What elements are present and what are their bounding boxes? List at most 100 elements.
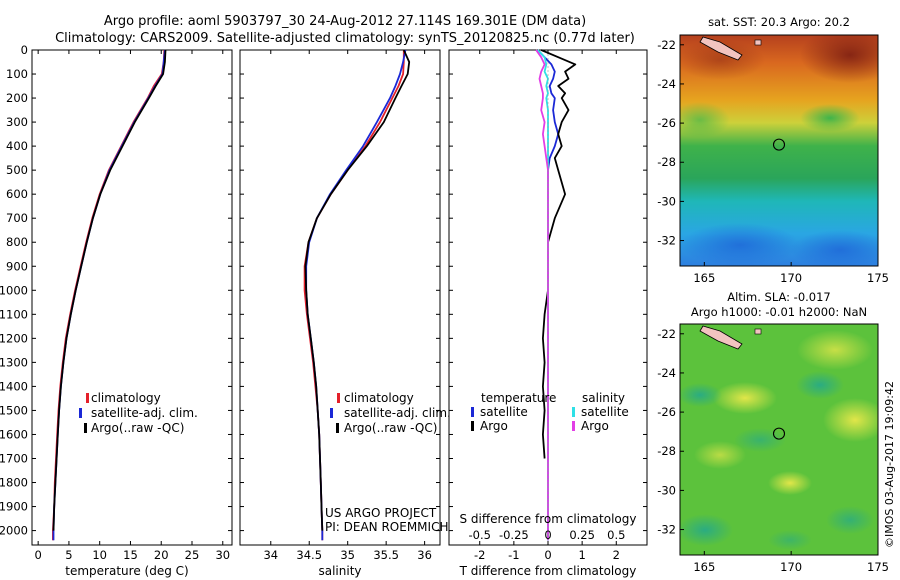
s-diff-tick-label: -0.25 bbox=[499, 528, 529, 542]
x-tick-label: 35 bbox=[340, 548, 355, 562]
legend-title-temperature: temperature bbox=[481, 391, 556, 405]
lat-tick-label: -22 bbox=[657, 327, 676, 341]
depth-tick-label: 1400 bbox=[0, 379, 28, 393]
x-tick-label: 20 bbox=[154, 548, 169, 562]
depth-tick-label: 900 bbox=[6, 259, 28, 273]
series-line-argo-raw-qc bbox=[52, 49, 167, 531]
legend-title-salinity: salinity bbox=[582, 391, 625, 405]
depth-tick-label: 400 bbox=[6, 139, 28, 153]
legend-label-temp-argo: Argo bbox=[480, 419, 508, 433]
x-tick-label: 35.5 bbox=[373, 548, 399, 562]
temperature-legend: climatology satellite-adj. clim. Argo(..… bbox=[79, 391, 198, 435]
sla-map-panel: Altim. SLA: -0.017 Argo h1000: -0.01 h20… bbox=[657, 290, 889, 574]
depth-tick-label: 300 bbox=[6, 115, 28, 129]
legend-label-temp-satellite: satellite bbox=[480, 405, 528, 419]
depth-tick-label: 1100 bbox=[0, 307, 28, 321]
legend-label-climatology: climatology bbox=[91, 391, 161, 405]
lon-tick-label: 165 bbox=[693, 560, 715, 574]
x-tick-label: 10 bbox=[92, 548, 107, 562]
lat-tick-label: -32 bbox=[657, 523, 676, 537]
lat-tick-label: -30 bbox=[657, 194, 676, 208]
legend-swatch-satellite bbox=[330, 408, 333, 418]
salinity-panel: 34 34.5 35 35.5 36 salinity climatology sate… bbox=[239, 49, 451, 578]
depth-tick-label: 700 bbox=[6, 211, 28, 225]
x-tick-label: 25 bbox=[185, 548, 200, 562]
s-diff-tick-label: -0.5 bbox=[468, 528, 490, 542]
lon-tick-label: 175 bbox=[867, 560, 889, 574]
legend-swatch-argo bbox=[84, 423, 87, 433]
legend-label-satellite: satellite-adj. clim. bbox=[344, 406, 451, 420]
temperature-axis-label: temperature (deg C) bbox=[65, 564, 188, 578]
sla-map-frame bbox=[679, 323, 879, 556]
difference-series bbox=[535, 49, 577, 545]
legend-label-sal-satellite: satellite bbox=[581, 405, 629, 419]
salinity-series bbox=[303, 49, 411, 541]
sst-map-axes: 165 170 175 -22 -24 -26 -28 -30 -32 bbox=[657, 38, 889, 285]
x-tick-label: 2 bbox=[613, 548, 620, 562]
legend-swatch-sal-satellite bbox=[572, 407, 575, 417]
sst-map-float-location-marker bbox=[772, 138, 786, 151]
depth-tick-label: 800 bbox=[6, 235, 28, 249]
x-tick-label: 34 bbox=[263, 548, 278, 562]
sst-map-title: sat. SST: 20.3 Argo: 20.2 bbox=[708, 15, 850, 29]
legend-swatch-temp-argo bbox=[471, 421, 474, 431]
depth-tick-label: 1600 bbox=[0, 427, 28, 441]
x-tick-label: 0 bbox=[34, 548, 41, 562]
s-diff-tick-label: 0 bbox=[544, 528, 551, 542]
salinity-axis-label: salinity bbox=[318, 564, 361, 578]
depth-tick-label: 1300 bbox=[0, 355, 28, 369]
legend-label-argo: Argo(..raw -QC) bbox=[344, 421, 437, 435]
temperature-axes: 0100200300400500600700800900100011001200… bbox=[0, 43, 232, 562]
depth-tick-label: 200 bbox=[6, 91, 28, 105]
x-tick-label: 1 bbox=[578, 548, 585, 562]
new-caledonia-landmass bbox=[699, 325, 743, 350]
salinity-axes: 34 34.5 35 35.5 36 bbox=[240, 49, 440, 562]
lat-tick-label: -32 bbox=[657, 234, 676, 248]
difference-axes: -2 -1 0 1 2 -0.5 -0.25 0 0.25 0.5 bbox=[449, 49, 647, 562]
legend-label-climatology: climatology bbox=[344, 391, 414, 405]
depth-tick-label: 1700 bbox=[0, 451, 28, 465]
legend-label-satellite: satellite-adj. clim. bbox=[91, 406, 198, 420]
sla-map-title: Altim. SLA: -0.017 bbox=[727, 290, 831, 304]
lon-tick-label: 170 bbox=[780, 271, 802, 285]
x-tick-label: -1 bbox=[508, 548, 519, 562]
sla-map-float-location-marker bbox=[772, 427, 786, 440]
depth-tick-label: 100 bbox=[6, 67, 28, 81]
difference-panel: -2 -1 0 1 2 -0.5 -0.25 0 0.25 0.5 S difference fr… bbox=[448, 49, 648, 578]
lat-tick-label: -26 bbox=[657, 405, 676, 419]
x-tick-label: 34.5 bbox=[296, 548, 322, 562]
x-tick-label: 36 bbox=[417, 548, 432, 562]
legend-swatch-climatology bbox=[337, 393, 340, 403]
sst-map-image bbox=[680, 35, 878, 266]
lat-tick-label: -28 bbox=[657, 155, 676, 169]
depth-tick-label: 500 bbox=[6, 163, 28, 177]
lat-tick-label: -28 bbox=[657, 444, 676, 458]
s-difference-axis-label: S difference from climatology bbox=[460, 512, 637, 526]
legend-swatch-climatology bbox=[86, 393, 89, 403]
difference-legend: temperature salinity satellite Argo sate… bbox=[471, 391, 629, 433]
depth-tick-label: 1800 bbox=[0, 476, 28, 490]
legend-swatch-sal-argo bbox=[572, 421, 575, 431]
lat-tick-label: -22 bbox=[657, 38, 676, 52]
depth-tick-label: 2000 bbox=[0, 524, 28, 538]
lat-tick-label: -24 bbox=[657, 366, 676, 380]
depth-tick-label: 1500 bbox=[0, 403, 28, 417]
series-line-argo-raw-qc bbox=[304, 49, 411, 531]
salinity-legend: climatology satellite-adj. clim. Argo(..… bbox=[330, 391, 451, 435]
temperature-series bbox=[52, 49, 167, 541]
project-annotation: US ARGO PROJECT bbox=[325, 506, 437, 520]
new-caledonia-landmass bbox=[699, 36, 743, 61]
temperature-plot-frame bbox=[31, 49, 233, 546]
pi-annotation: PI: DEAN ROEMMICH bbox=[325, 520, 448, 534]
sst-map-panel: sat. SST: 20.3 Argo: 20.2 165 170 175 -22 -2… bbox=[657, 15, 889, 285]
lon-tick-label: 175 bbox=[867, 271, 889, 285]
x-tick-label: 0 bbox=[544, 548, 551, 562]
lat-tick-label: -26 bbox=[657, 116, 676, 130]
temperature-panel: 0100200300400500600700800900100011001200… bbox=[0, 43, 233, 578]
depth-tick-label: 600 bbox=[6, 187, 28, 201]
legend-swatch-temp-satellite bbox=[471, 407, 474, 417]
depth-tick-label: 1900 bbox=[0, 500, 28, 514]
lat-tick-label: -30 bbox=[657, 483, 676, 497]
x-tick-label: 15 bbox=[123, 548, 138, 562]
